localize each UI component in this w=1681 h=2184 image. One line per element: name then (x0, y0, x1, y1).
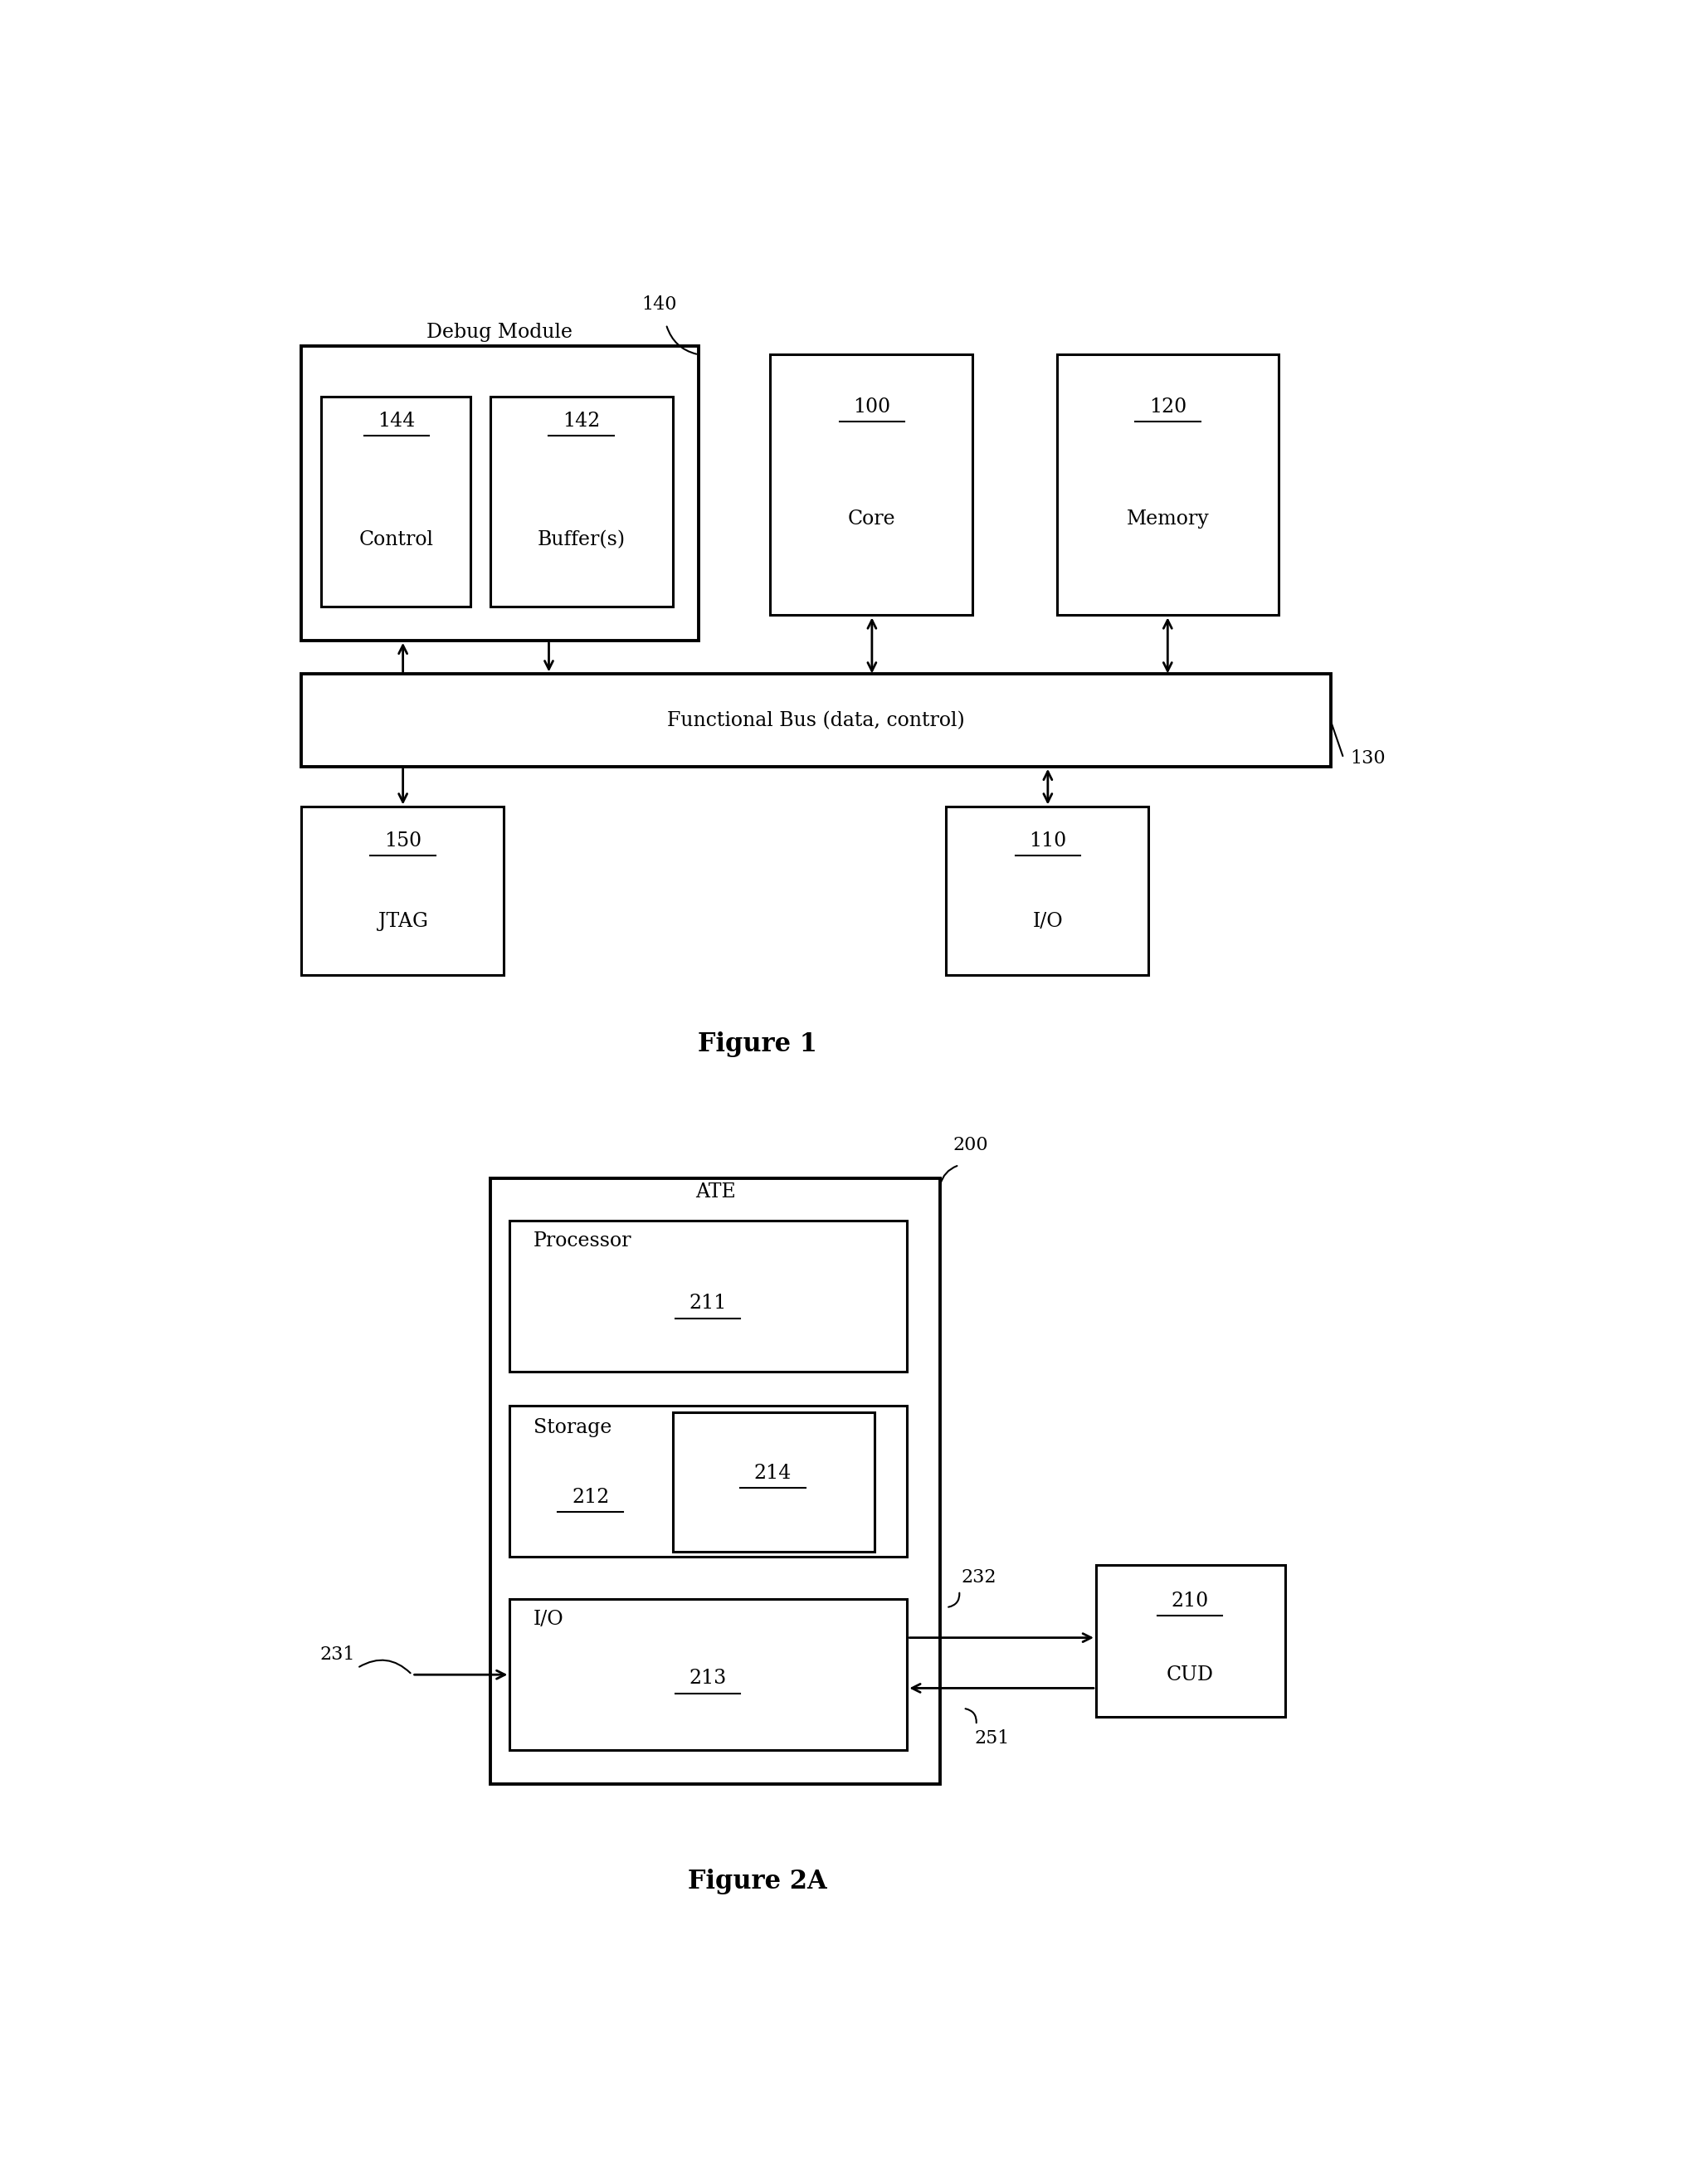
FancyBboxPatch shape (770, 354, 972, 616)
FancyBboxPatch shape (301, 347, 699, 640)
Text: 144: 144 (378, 411, 415, 430)
Text: 150: 150 (385, 832, 422, 850)
Text: 142: 142 (563, 411, 600, 430)
FancyBboxPatch shape (509, 1406, 908, 1557)
FancyBboxPatch shape (1096, 1566, 1284, 1717)
Text: Figure 2A: Figure 2A (688, 1870, 827, 1894)
Text: Core: Core (847, 509, 896, 529)
Text: Control: Control (360, 531, 434, 548)
Text: 100: 100 (854, 397, 891, 417)
FancyBboxPatch shape (1057, 354, 1279, 616)
Text: Figure 1: Figure 1 (698, 1031, 817, 1057)
FancyBboxPatch shape (301, 675, 1331, 767)
Text: 210: 210 (1172, 1592, 1209, 1612)
Text: 120: 120 (1148, 397, 1187, 417)
Text: Buffer(s): Buffer(s) (538, 531, 625, 548)
FancyBboxPatch shape (321, 397, 471, 607)
Text: 231: 231 (319, 1645, 355, 1664)
Text: 130: 130 (1350, 749, 1385, 767)
FancyBboxPatch shape (301, 806, 503, 974)
Text: 213: 213 (689, 1669, 726, 1688)
FancyBboxPatch shape (672, 1413, 874, 1553)
Text: 212: 212 (572, 1487, 609, 1507)
FancyBboxPatch shape (491, 1179, 940, 1784)
Text: I/O: I/O (1032, 911, 1062, 930)
Text: ATE: ATE (696, 1182, 736, 1201)
Text: 251: 251 (975, 1730, 1009, 1747)
Text: CUD: CUD (1167, 1664, 1214, 1684)
Text: 110: 110 (1029, 832, 1066, 850)
FancyBboxPatch shape (491, 397, 672, 607)
Text: Debug Module: Debug Module (427, 323, 572, 343)
Text: 200: 200 (953, 1136, 988, 1153)
Text: 140: 140 (642, 295, 677, 312)
FancyBboxPatch shape (946, 806, 1148, 974)
Text: Memory: Memory (1126, 509, 1209, 529)
Text: Processor: Processor (533, 1232, 632, 1251)
Text: JTAG: JTAG (378, 911, 429, 930)
Text: 211: 211 (689, 1295, 726, 1313)
Text: 214: 214 (755, 1463, 792, 1483)
Text: Functional Bus (data, control): Functional Bus (data, control) (667, 712, 965, 732)
FancyBboxPatch shape (509, 1599, 908, 1749)
FancyBboxPatch shape (509, 1221, 908, 1372)
Text: 232: 232 (962, 1568, 997, 1586)
Text: Storage: Storage (533, 1417, 612, 1437)
Text: I/O: I/O (533, 1610, 563, 1629)
